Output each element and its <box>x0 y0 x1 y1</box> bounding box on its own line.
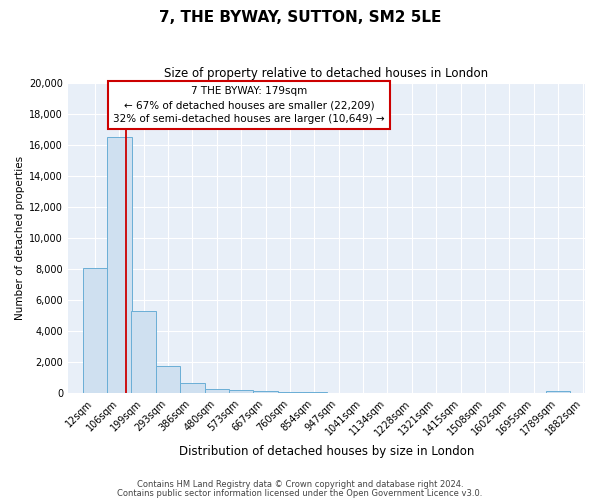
Text: Contains public sector information licensed under the Open Government Licence v3: Contains public sector information licen… <box>118 488 482 498</box>
Y-axis label: Number of detached properties: Number of detached properties <box>15 156 25 320</box>
Bar <box>546 391 570 394</box>
Bar <box>302 392 326 394</box>
Bar <box>83 268 107 394</box>
Bar <box>205 389 229 394</box>
Bar <box>156 366 181 394</box>
Bar <box>131 311 156 394</box>
X-axis label: Distribution of detached houses by size in London: Distribution of detached houses by size … <box>179 444 474 458</box>
Text: Contains HM Land Registry data © Crown copyright and database right 2024.: Contains HM Land Registry data © Crown c… <box>137 480 463 489</box>
Text: 7 THE BYWAY: 179sqm
← 67% of detached houses are smaller (22,209)
32% of semi-de: 7 THE BYWAY: 179sqm ← 67% of detached ho… <box>113 86 385 124</box>
Bar <box>278 392 302 394</box>
Text: 7, THE BYWAY, SUTTON, SM2 5LE: 7, THE BYWAY, SUTTON, SM2 5LE <box>159 10 441 25</box>
Bar <box>180 382 205 394</box>
Bar <box>107 138 131 394</box>
Title: Size of property relative to detached houses in London: Size of property relative to detached ho… <box>164 68 488 80</box>
Bar <box>253 391 278 394</box>
Bar <box>229 390 253 394</box>
